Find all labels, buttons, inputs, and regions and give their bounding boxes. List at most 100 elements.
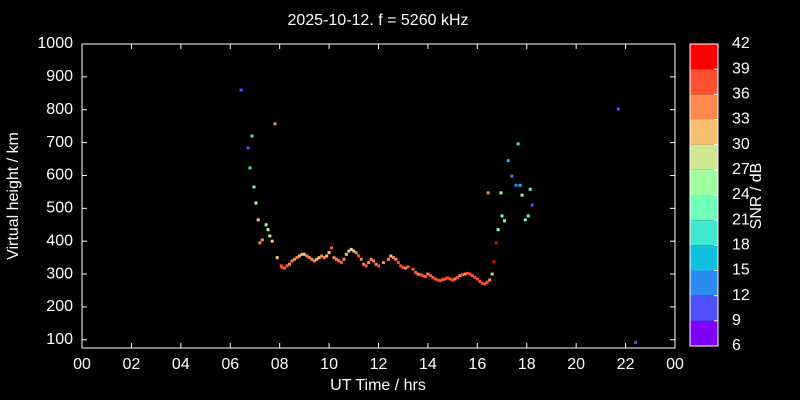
- data-point: [426, 272, 430, 276]
- colorbar-tick-label: 15: [732, 262, 750, 279]
- colorbar-segment: [690, 295, 718, 321]
- data-point: [443, 277, 447, 281]
- x-tick-label: 12: [370, 356, 388, 373]
- x-tick-label: 22: [617, 356, 635, 373]
- data-point: [451, 278, 455, 282]
- data-point: [250, 134, 254, 138]
- data-point: [312, 259, 316, 263]
- data-point: [381, 261, 385, 265]
- colorbar-segment: [690, 69, 718, 95]
- data-point: [322, 256, 326, 260]
- x-tick-label: 00: [73, 356, 91, 373]
- data-point: [330, 246, 334, 250]
- data-point: [354, 251, 358, 255]
- data-point: [488, 278, 492, 282]
- data-point: [414, 270, 418, 274]
- data-point: [506, 159, 510, 163]
- data-point: [347, 249, 351, 253]
- data-point: [285, 264, 289, 268]
- data-point: [486, 191, 490, 195]
- x-axis-label: UT Time / hrs: [330, 377, 426, 394]
- data-point: [453, 277, 457, 281]
- data-point: [334, 257, 338, 261]
- data-point: [270, 239, 274, 243]
- data-point: [523, 218, 527, 222]
- y-tick-label: 400: [46, 232, 73, 249]
- data-point: [494, 241, 498, 245]
- data-point: [485, 280, 489, 284]
- data-point: [266, 228, 270, 232]
- data-point: [478, 279, 482, 283]
- data-point: [465, 271, 469, 275]
- data-point: [307, 256, 311, 260]
- data-point: [404, 266, 408, 270]
- data-point: [248, 166, 252, 170]
- colorbar-segment: [690, 94, 718, 120]
- data-point: [461, 273, 465, 277]
- colorbar-tick-label: 18: [732, 237, 750, 254]
- x-tick-label: 04: [172, 356, 190, 373]
- data-point: [528, 187, 532, 191]
- x-tick-label: 00: [666, 356, 684, 373]
- colorbar-tick-label: 27: [732, 161, 750, 178]
- colorbar-segment: [690, 270, 718, 296]
- data-point: [275, 256, 279, 260]
- data-point: [419, 273, 423, 277]
- data-point: [332, 256, 336, 260]
- data-point: [315, 257, 319, 261]
- data-point: [339, 261, 343, 265]
- colorbar-tick-label: 24: [732, 186, 750, 203]
- data-point: [292, 257, 296, 261]
- data-point: [367, 261, 371, 265]
- data-point: [396, 261, 400, 265]
- data-point: [514, 183, 518, 187]
- data-point: [431, 275, 435, 279]
- data-point: [290, 259, 294, 263]
- x-tick-label: 10: [320, 356, 338, 373]
- colorbar-segment: [690, 44, 718, 70]
- data-point: [433, 277, 437, 281]
- data-point: [310, 257, 314, 261]
- data-point: [320, 254, 324, 258]
- y-tick-label: 300: [46, 265, 73, 282]
- data-point: [428, 274, 432, 278]
- data-point: [369, 257, 373, 261]
- data-point: [492, 260, 496, 264]
- data-point: [518, 183, 522, 187]
- colorbar-tick-label: 36: [732, 86, 750, 103]
- data-point: [490, 272, 494, 276]
- x-tick-label: 16: [468, 356, 486, 373]
- data-point: [252, 185, 256, 189]
- colorbar-tick-label: 30: [732, 136, 750, 153]
- data-point: [475, 277, 479, 281]
- y-tick-label: 600: [46, 167, 73, 184]
- chart-title: 2025-10-12. f = 5260 kHz: [287, 12, 468, 29]
- colorbar-tick-label: 33: [732, 111, 750, 128]
- colorbar-tick-label: 39: [732, 60, 750, 77]
- data-point: [500, 214, 504, 218]
- y-tick-label: 500: [46, 200, 73, 217]
- colorbar-segment: [690, 169, 718, 195]
- y-tick-label: 900: [46, 68, 73, 85]
- colorbar-segment: [690, 245, 718, 271]
- data-point: [297, 254, 301, 258]
- data-point: [344, 252, 348, 256]
- data-point: [438, 279, 442, 283]
- data-point: [530, 203, 534, 207]
- data-point: [264, 223, 268, 227]
- data-point: [349, 247, 353, 251]
- colorbar-tick-label: 21: [732, 211, 750, 228]
- data-point: [386, 257, 390, 261]
- data-point: [256, 218, 260, 222]
- data-point: [458, 274, 462, 278]
- data-point: [406, 265, 410, 269]
- y-tick-label: 100: [46, 331, 73, 348]
- data-point: [421, 274, 425, 278]
- data-point: [352, 249, 356, 253]
- data-point: [616, 107, 620, 111]
- data-point: [273, 122, 277, 126]
- data-point: [510, 174, 514, 178]
- data-point: [374, 262, 378, 266]
- x-tick-label: 18: [518, 356, 536, 373]
- data-point: [446, 276, 450, 280]
